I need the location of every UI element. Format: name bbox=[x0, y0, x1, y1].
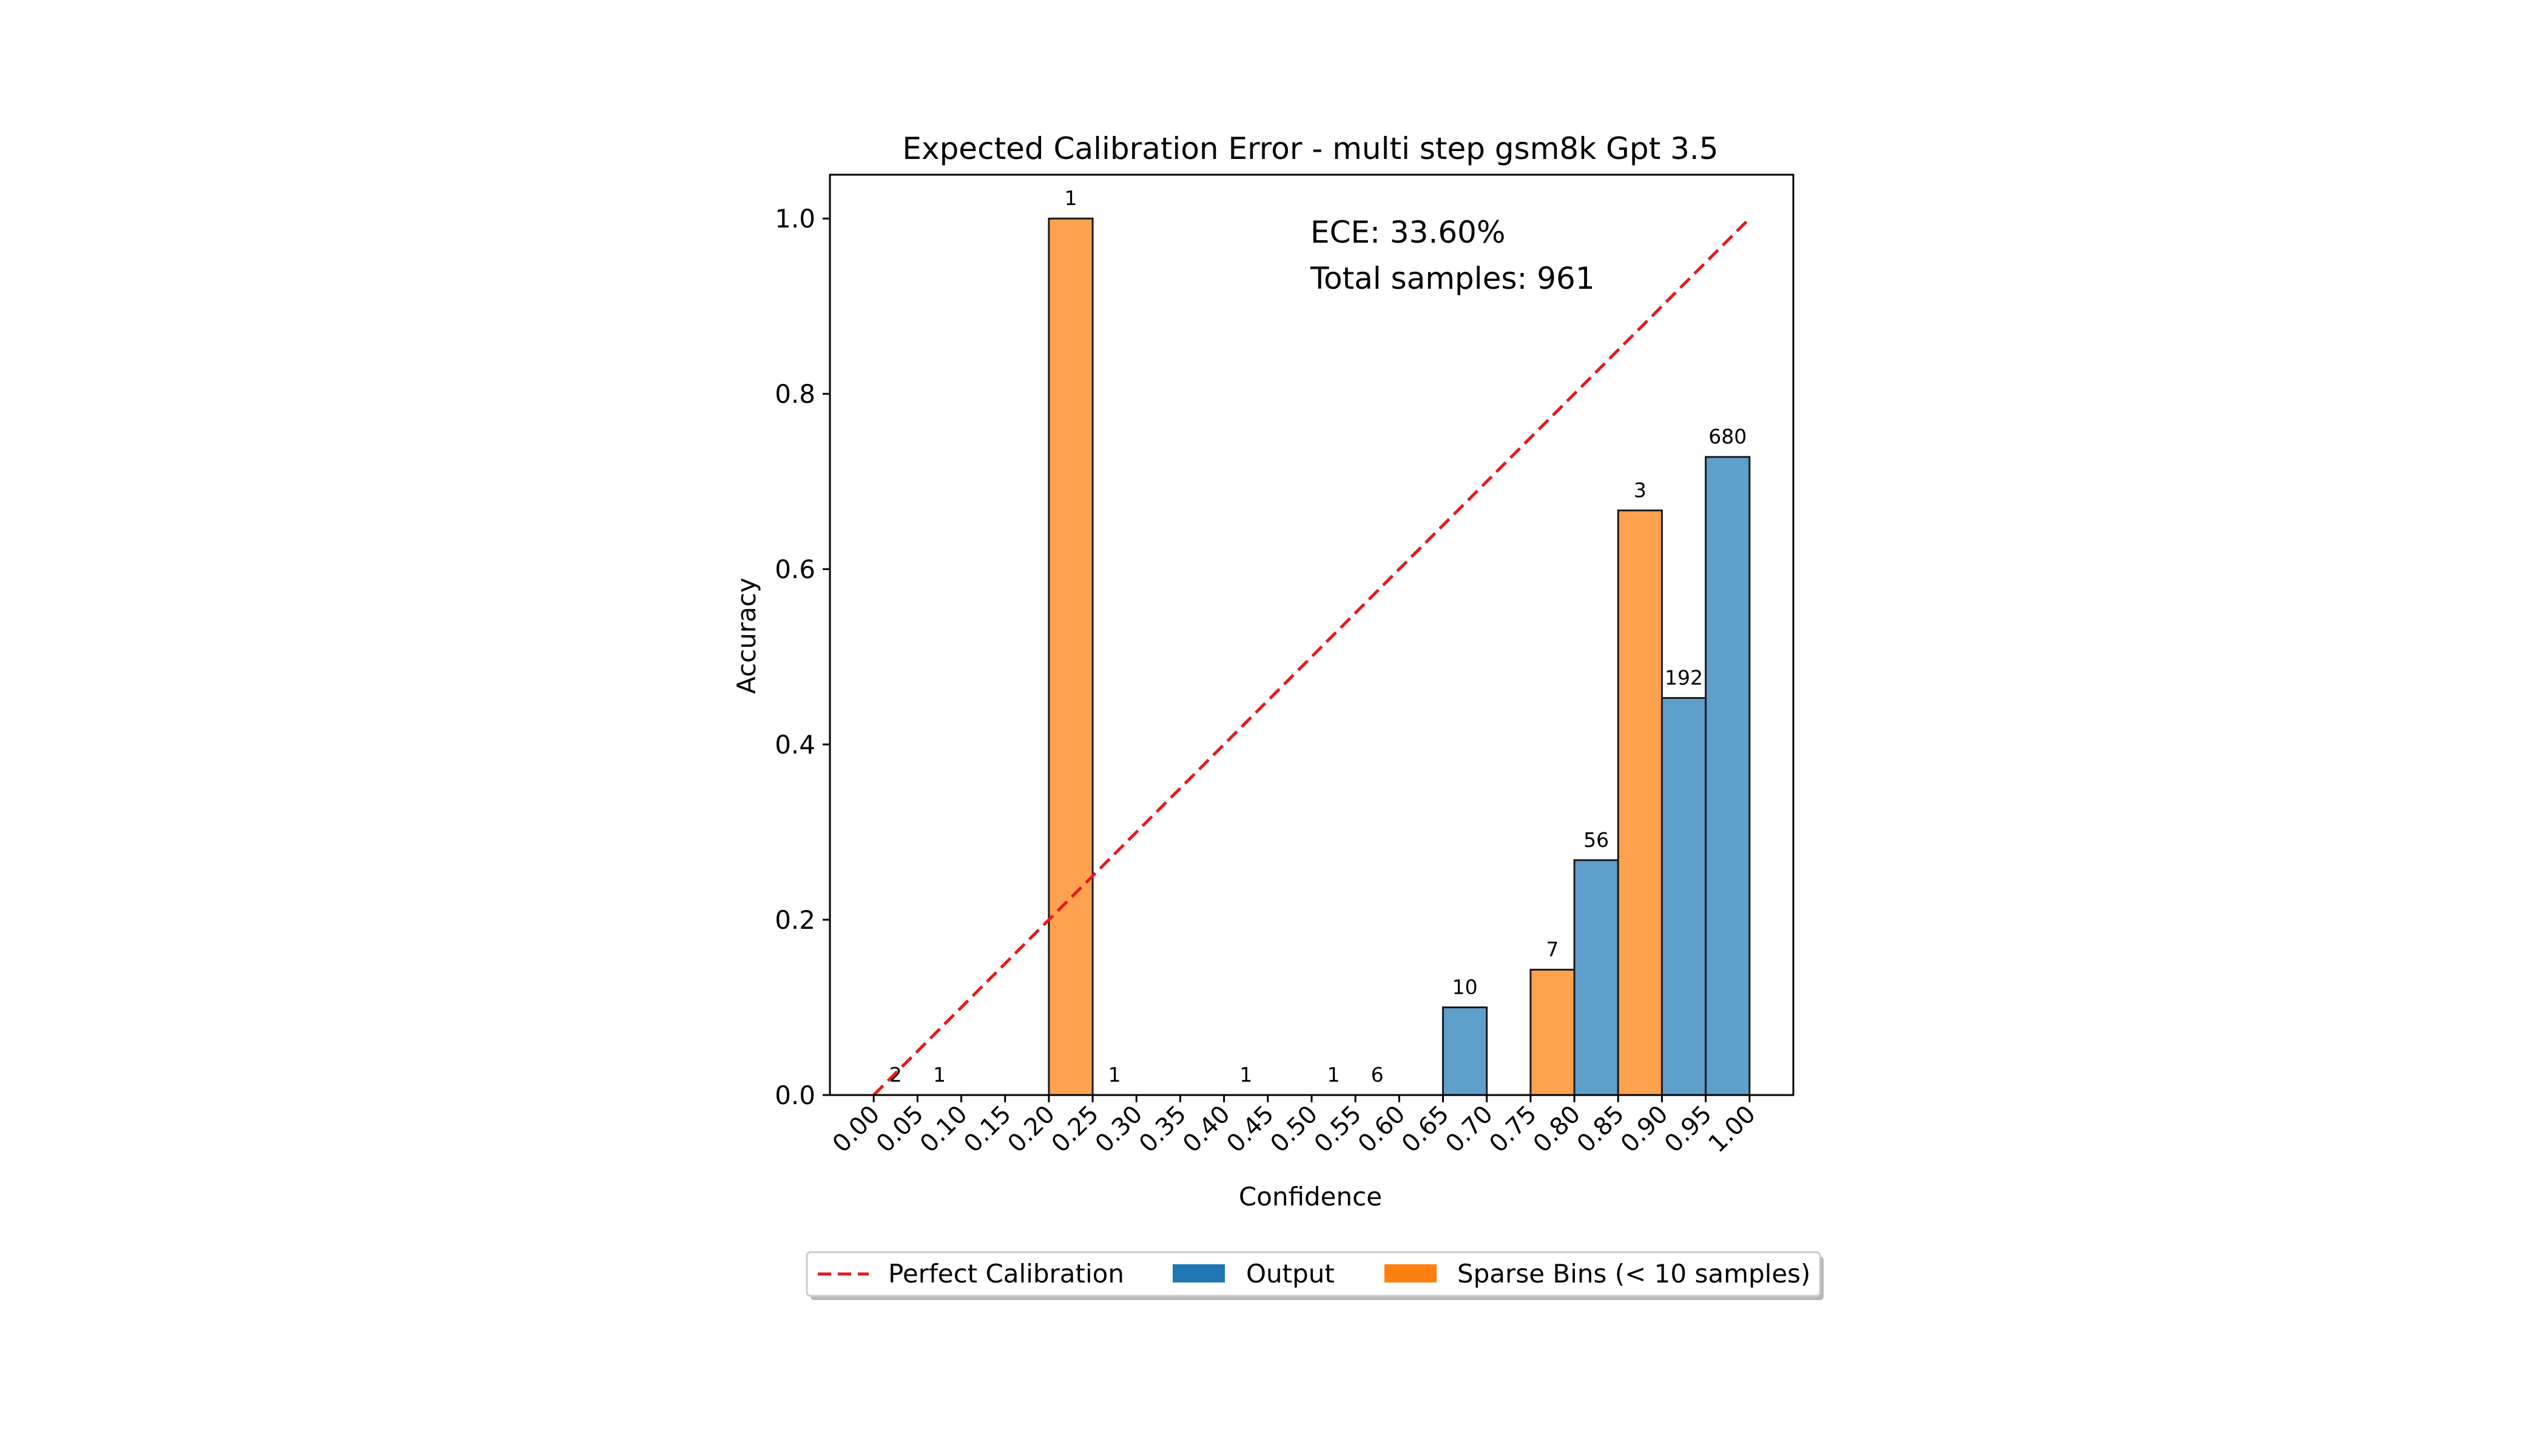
legend-frame bbox=[806, 1251, 1821, 1297]
y-tick-label: 0.0 bbox=[775, 1080, 815, 1110]
bin-bar bbox=[1573, 859, 1619, 1096]
x-tick-label: 0.80 bbox=[1528, 1100, 1586, 1159]
x-tick-label: 0.20 bbox=[1002, 1100, 1060, 1159]
legend: Perfect Calibration Output Sparse Bins (… bbox=[806, 1251, 1824, 1300]
x-tick-label: 0.60 bbox=[1353, 1100, 1411, 1159]
legend-sparse-label: Sparse Bins (< 10 samples) bbox=[1457, 1259, 1810, 1289]
bin-count-label: 1 bbox=[1108, 1063, 1121, 1087]
x-tick-label: 1.00 bbox=[1703, 1100, 1761, 1159]
perfect-calibration-line bbox=[872, 217, 1751, 1096]
bin-count-label: 192 bbox=[1665, 666, 1703, 690]
x-tick-label: 0.00 bbox=[827, 1100, 886, 1159]
bin-bar bbox=[1705, 456, 1751, 1096]
x-tick-label: 0.95 bbox=[1659, 1100, 1717, 1159]
y-tick-label: 0.2 bbox=[775, 905, 815, 935]
x-tick-label: 0.85 bbox=[1572, 1100, 1630, 1159]
count-labels-layer: 2111116107563192680 bbox=[889, 186, 1747, 1087]
x-tick-label: 0.45 bbox=[1221, 1100, 1279, 1159]
bin-count-label: 7 bbox=[1546, 937, 1559, 961]
x-axis: 0.000.050.100.150.200.250.300.350.400.45… bbox=[827, 1095, 1761, 1158]
x-tick-label: 0.70 bbox=[1440, 1100, 1498, 1159]
bin-bar bbox=[1048, 217, 1094, 1096]
legend-perfect-calibration-label: Perfect Calibration bbox=[888, 1259, 1124, 1289]
x-tick-label: 0.10 bbox=[915, 1100, 973, 1159]
y-tick-label: 0.6 bbox=[775, 554, 815, 584]
ece-annotation: ECE: 33.60% bbox=[1310, 215, 1505, 250]
x-tick-label: 0.50 bbox=[1266, 1100, 1324, 1159]
bars-layer bbox=[1048, 217, 1751, 1096]
bin-bar bbox=[1617, 509, 1663, 1096]
bin-count-label: 1 bbox=[1239, 1063, 1252, 1087]
x-tick-label: 0.25 bbox=[1046, 1100, 1105, 1159]
bin-bar bbox=[1442, 1006, 1488, 1096]
bin-count-label: 1 bbox=[933, 1063, 946, 1087]
bin-count-label: 1 bbox=[1065, 186, 1077, 210]
y-tick-label: 0.8 bbox=[775, 379, 815, 409]
x-tick-label: 0.35 bbox=[1134, 1100, 1192, 1159]
y-tick-label: 0.4 bbox=[775, 730, 815, 760]
x-tick-label: 0.55 bbox=[1309, 1100, 1367, 1159]
chart-title: Expected Calibration Error - multi step … bbox=[902, 131, 1718, 166]
bin-count-label: 3 bbox=[1634, 478, 1646, 502]
bin-count-label: 6 bbox=[1371, 1063, 1384, 1087]
bin-count-label: 680 bbox=[1708, 425, 1747, 448]
x-tick-label: 0.90 bbox=[1616, 1100, 1674, 1159]
x-tick-label: 0.65 bbox=[1397, 1100, 1455, 1159]
x-tick-label: 0.40 bbox=[1178, 1100, 1236, 1159]
bin-bar bbox=[1529, 968, 1576, 1096]
x-tick-label: 0.05 bbox=[871, 1100, 929, 1159]
y-axis: 0.0 0.2 0.4 0.6 0.8 1.0 bbox=[775, 204, 830, 1110]
legend-output-label: Output bbox=[1246, 1259, 1335, 1289]
bin-count-label: 1 bbox=[1327, 1063, 1340, 1087]
bin-count-label: 10 bbox=[1452, 976, 1478, 999]
bin-count-label: 56 bbox=[1583, 828, 1609, 852]
x-axis-label: Confidence bbox=[1239, 1182, 1382, 1212]
y-tick-label: 1.0 bbox=[775, 204, 815, 234]
bin-bar bbox=[1660, 697, 1707, 1096]
y-axis-label: Accuracy bbox=[732, 578, 761, 694]
x-tick-label: 0.30 bbox=[1090, 1100, 1148, 1159]
x-tick-label: 0.15 bbox=[959, 1100, 1017, 1159]
x-tick-label: 0.75 bbox=[1484, 1100, 1542, 1159]
legend-sparse-swatch bbox=[1384, 1264, 1437, 1282]
samples-annotation: Total samples: 961 bbox=[1310, 261, 1595, 296]
legend-output-swatch bbox=[1173, 1264, 1225, 1282]
